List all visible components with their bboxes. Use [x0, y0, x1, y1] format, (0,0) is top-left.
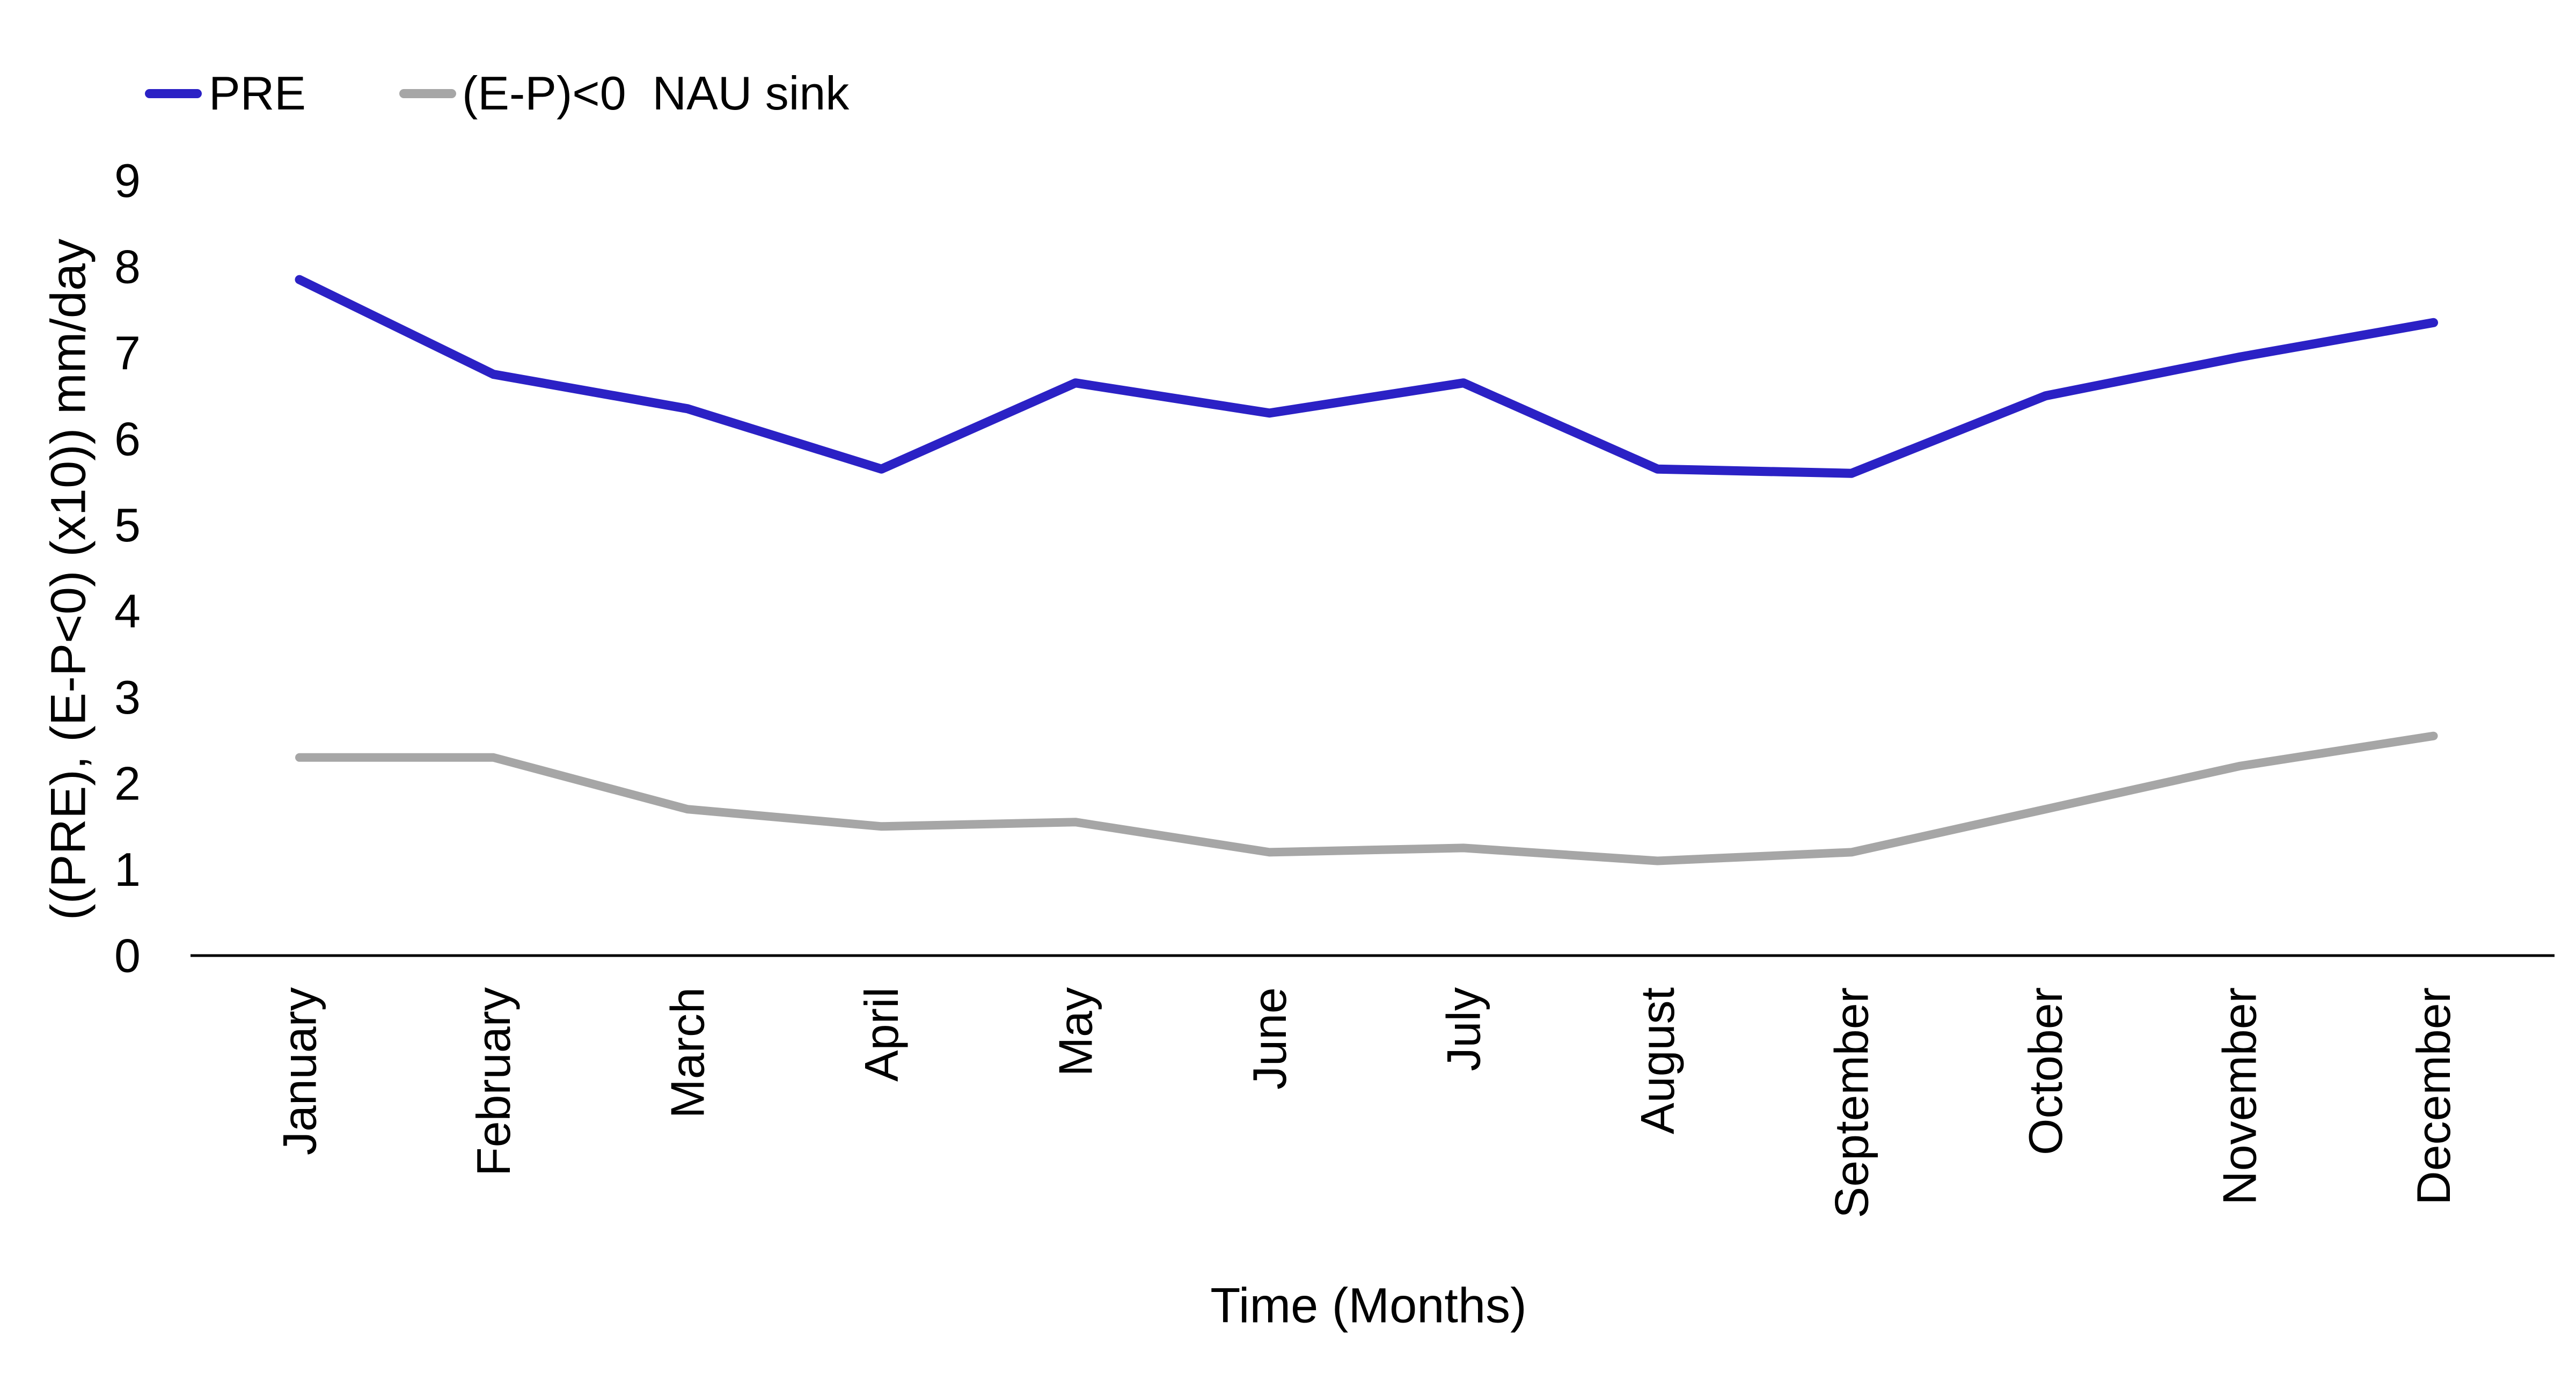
x-tick-label: June: [1243, 987, 1296, 1090]
y-tick-label: 5: [114, 498, 141, 552]
x-tick-label: August: [1631, 987, 1684, 1134]
x-tick-label: December: [2407, 987, 2460, 1205]
y-tick-label: 8: [114, 240, 141, 293]
y-tick-label: 0: [114, 929, 141, 982]
y-tick-label: 9: [114, 154, 141, 207]
legend-sink-label: (E-P)<0 NAU sink: [462, 67, 850, 120]
series-line-pre: [295, 275, 2438, 478]
legend-pre-swatch: [145, 89, 202, 98]
x-tick-label: April: [855, 987, 908, 1082]
x-tick-label: February: [467, 987, 520, 1176]
y-tick-label: 2: [114, 757, 141, 810]
series-line-sink: [295, 731, 2438, 865]
x-tick-label: July: [1437, 987, 1490, 1071]
legend-sink-swatch: [399, 89, 456, 98]
y-tick-label: 3: [114, 671, 141, 724]
x-tick-label: May: [1049, 987, 1102, 1076]
y-tick-label: 1: [114, 843, 141, 896]
x-tick-label: March: [661, 987, 714, 1119]
y-tick-label: 6: [114, 413, 141, 466]
y-tick-label: 7: [114, 326, 141, 379]
legend-pre-label: PRE: [209, 67, 306, 120]
y-axis-title: ((PRE), (E-P<0) (x10)) mm/day: [41, 238, 96, 921]
x-tick-label: October: [2019, 987, 2072, 1155]
x-tick-label: November: [2213, 987, 2266, 1205]
x-axis-title: Time (Months): [1210, 1278, 1527, 1333]
x-tick-label: January: [273, 987, 326, 1155]
x-tick-label: September: [1825, 987, 1878, 1218]
y-tick-label: 4: [114, 585, 141, 638]
